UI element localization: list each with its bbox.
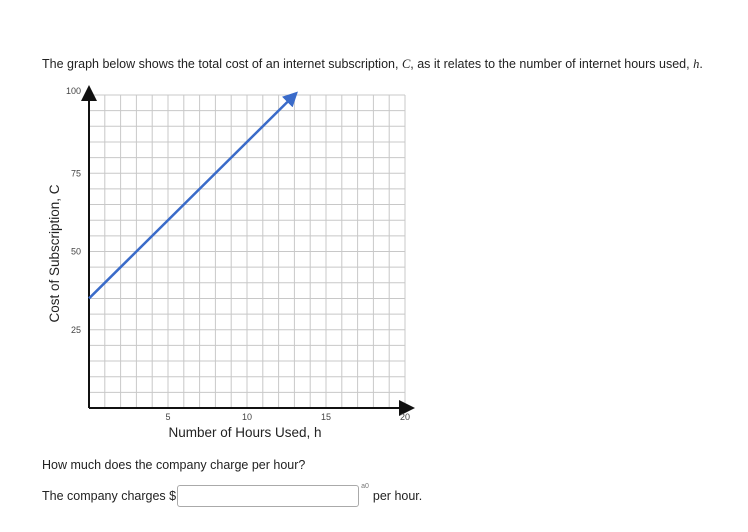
answer-suffix: per hour. <box>372 489 423 503</box>
y-axis-label: Cost of Subscription, C <box>47 184 62 322</box>
prompt-text: The graph below shows the total cost of … <box>42 57 703 71</box>
x-tick-label: 15 <box>321 412 331 422</box>
x-tick-label: 10 <box>242 412 252 422</box>
answer-prefix: The company charges $ <box>42 489 177 503</box>
format-hint-icon[interactable]: a0 <box>361 483 369 490</box>
x-axis-label: Number of Hours Used, h <box>168 425 321 440</box>
cost-chart: 25 50 75 100 5 10 15 20 Number of Hours Used, h C… <box>47 85 415 440</box>
y-tick-label: 75 <box>71 168 81 178</box>
y-tick-label: 100 <box>66 86 81 96</box>
series-line <box>88 91 298 300</box>
answer-row: The company charges $ a0 per hour. <box>42 483 423 507</box>
y-tick-label: 25 <box>71 325 81 335</box>
x-tick-label: 5 <box>165 412 170 422</box>
question-text: How much does the company charge per hou… <box>42 458 306 472</box>
y-tick-label: 50 <box>71 247 81 257</box>
x-tick-label: 20 <box>400 412 410 422</box>
answer-input[interactable] <box>177 485 360 507</box>
